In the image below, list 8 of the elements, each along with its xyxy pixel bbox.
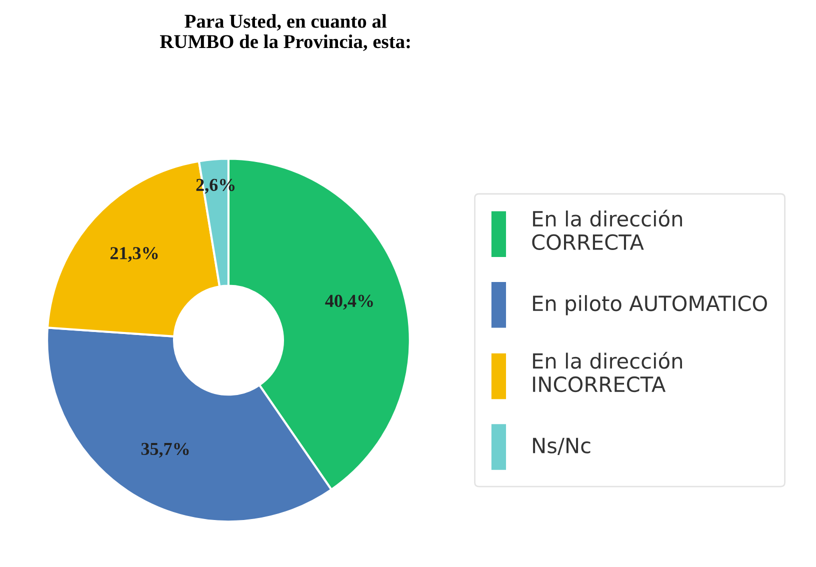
- chart-title: Para Usted, en cuanto al RUMBO de la Provincia, esta:: [160, 14, 410, 52]
- legend-label: En piloto AUTOMATICO: [533, 295, 767, 316]
- legend-label: En la dirección INCORRECTA: [533, 352, 682, 392]
- data-label: 21,3%: [110, 247, 158, 262]
- legend-label: Ns/Nc: [533, 438, 590, 456]
- data-label: 35,7%: [141, 442, 189, 458]
- data-label: 40,4%: [325, 294, 373, 310]
- legend-label: En la dirección CORRECTA: [532, 210, 682, 250]
